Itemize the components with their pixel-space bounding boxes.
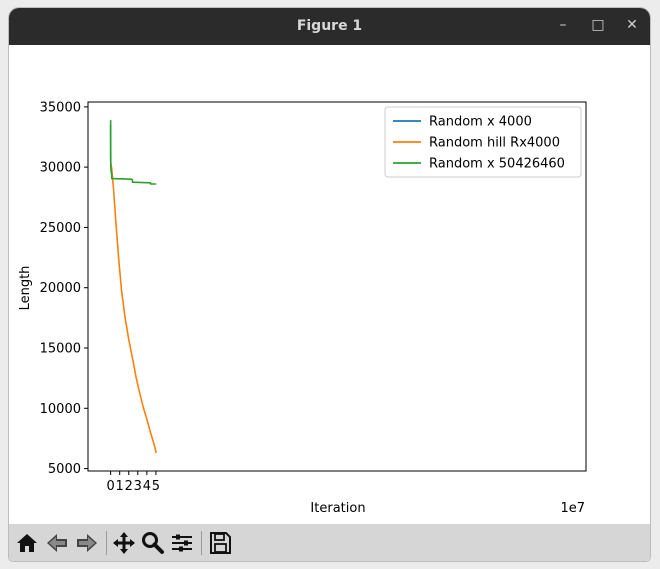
pan-icon[interactable] (110, 529, 138, 557)
configure-icon[interactable] (168, 529, 196, 557)
minimize-icon[interactable]: – (559, 17, 567, 33)
legend-label-1: Random x 4000 (429, 115, 532, 130)
legend-box (384, 106, 582, 178)
title-bar: Figure 1 – □ ✕ (9, 8, 650, 45)
x-tick-label: 4 (143, 479, 151, 494)
y-tick-label: 20000 (40, 281, 81, 296)
back-icon[interactable] (43, 529, 71, 557)
zoom-icon[interactable] (139, 529, 167, 557)
navigation-toolbar (9, 524, 650, 561)
x-axis-offset-label: 1e7 (560, 501, 585, 516)
x-tick-label: 2 (125, 479, 133, 494)
legend-label-2: Random hill Rx4000 (429, 136, 560, 151)
window-title: Figure 1 (296, 18, 363, 34)
figure-window: Figure 1 – □ ✕ 0 1 2 3 4 5 5000 10000 15000 20000… (9, 8, 650, 561)
save-icon[interactable] (206, 529, 234, 557)
x-tick-label: 3 (134, 479, 142, 494)
maximize-icon[interactable]: □ (591, 17, 605, 33)
line-chart: 0 1 2 3 4 5 5000 10000 15000 20000 25000 30000 35000… (18, 100, 587, 516)
toolbar-separator (201, 531, 202, 555)
forward-icon[interactable] (73, 529, 101, 557)
series-line-2 (109, 162, 158, 454)
y-tick-label: 30000 (40, 161, 81, 176)
y-tick-label: 25000 (40, 221, 81, 236)
x-tick-label: 5 (152, 479, 160, 494)
y-tick-label: 15000 (40, 342, 81, 357)
close-icon[interactable]: ✕ (626, 17, 638, 33)
y-tick-label: 5000 (48, 462, 81, 477)
figure-canvas[interactable]: 0 1 2 3 4 5 5000 10000 15000 20000 25000 30000 35000… (9, 45, 650, 524)
x-tick-label: 1 (116, 479, 124, 494)
y-tick-label: 10000 (40, 402, 81, 417)
legend-label-3: Random x 50426460 (429, 157, 565, 172)
x-axis-label: Iteration (310, 501, 365, 516)
plot-area-frame (87, 101, 587, 472)
y-tick-label: 35000 (40, 100, 81, 115)
y-axis-label: Length (18, 266, 33, 311)
x-tick-label: 0 (106, 479, 114, 494)
toolbar-separator (106, 531, 107, 555)
home-icon[interactable] (13, 529, 41, 557)
series-line-3 (109, 120, 157, 185)
